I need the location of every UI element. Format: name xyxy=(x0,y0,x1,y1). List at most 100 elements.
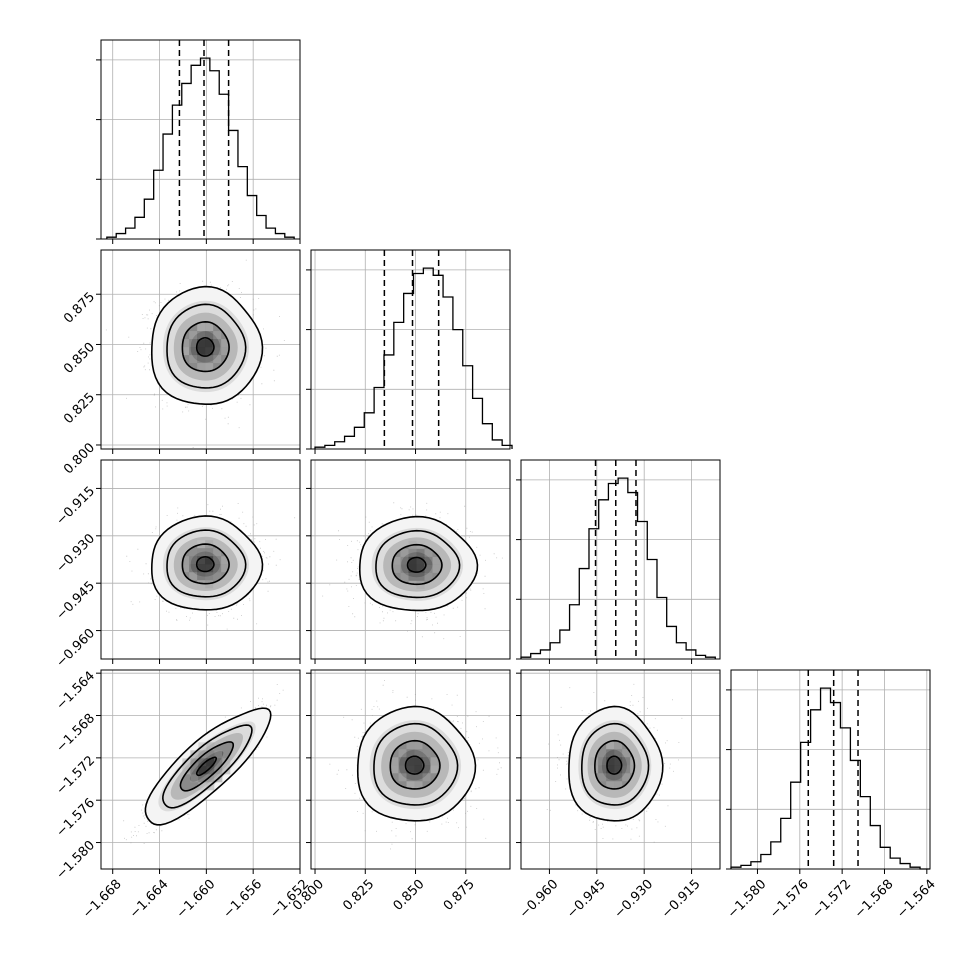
density-block xyxy=(205,564,214,573)
density-block xyxy=(614,749,623,758)
density-block xyxy=(422,773,431,782)
y-tick-label: −1.580 xyxy=(53,838,98,883)
density-block xyxy=(213,347,222,356)
pair-panel-2-3 xyxy=(516,669,721,874)
contour-line-0 xyxy=(144,707,272,826)
density-block xyxy=(206,758,215,767)
density-block xyxy=(614,781,623,790)
y-tick-label: 0.825 xyxy=(61,390,98,427)
y-tick-label: −1.572 xyxy=(53,753,98,798)
contour-line-1 xyxy=(166,303,247,389)
density-block xyxy=(414,757,423,766)
density-block xyxy=(432,556,441,565)
y-tick-labels-2: −0.960−0.945−0.930−0.915 xyxy=(53,484,98,671)
panel-frame xyxy=(520,669,721,870)
density-block xyxy=(197,339,206,348)
density-block xyxy=(406,749,415,758)
density-block xyxy=(205,355,214,364)
contour-line-1 xyxy=(373,722,459,806)
density-block xyxy=(416,564,425,573)
density-block xyxy=(414,773,423,782)
density-block xyxy=(432,564,441,573)
panel-frame xyxy=(100,39,301,240)
pair-panel-1-3 xyxy=(306,669,511,874)
density-block xyxy=(214,750,223,759)
x-tick-label: 0.850 xyxy=(391,877,428,914)
density-block xyxy=(406,765,415,774)
density-block xyxy=(221,556,230,565)
density-block xyxy=(606,749,615,758)
density-block xyxy=(590,757,599,766)
density-block xyxy=(189,556,198,565)
density-block xyxy=(181,556,190,565)
density-block xyxy=(398,757,407,766)
hist-bars-1 xyxy=(314,267,513,449)
density-block xyxy=(221,347,230,356)
density-block xyxy=(416,572,425,581)
density-block xyxy=(614,773,623,782)
density-block xyxy=(197,363,206,372)
density-block xyxy=(430,765,439,774)
hist-panel-3 xyxy=(726,669,931,874)
x-tick-label: −1.572 xyxy=(810,877,855,922)
density-block xyxy=(408,580,417,589)
density-block xyxy=(213,548,222,557)
density-block xyxy=(400,564,409,573)
y-tick-label: −0.960 xyxy=(53,626,98,671)
y-tick-label: 0.850 xyxy=(61,340,98,377)
density-block xyxy=(198,758,207,767)
pair-content xyxy=(126,503,296,630)
y-tick-label: −1.564 xyxy=(53,669,98,714)
contour-line-0 xyxy=(150,285,264,405)
density-block xyxy=(392,564,401,573)
panel-frame xyxy=(100,669,301,870)
density-block xyxy=(598,749,607,758)
y-tick-label: −1.568 xyxy=(53,711,98,756)
contour-line-0 xyxy=(358,515,479,612)
density-block xyxy=(190,774,199,783)
density-block xyxy=(606,773,615,782)
hist-bars-0 xyxy=(106,57,295,239)
density-block xyxy=(189,564,198,573)
density-block xyxy=(422,749,431,758)
density-block xyxy=(414,741,423,750)
y-tick-label: −0.945 xyxy=(53,579,98,624)
density-block xyxy=(189,548,198,557)
y-tick-labels-3: −1.580−1.576−1.572−1.568−1.564 xyxy=(53,669,98,883)
density-block xyxy=(390,757,399,766)
density-block xyxy=(424,548,433,557)
density-block xyxy=(197,347,206,356)
y-tick-label: −1.576 xyxy=(53,796,98,841)
density-block xyxy=(606,765,615,774)
density-block xyxy=(197,323,206,332)
density-block xyxy=(198,750,207,759)
density-block xyxy=(182,766,191,775)
density-block xyxy=(213,564,222,573)
density-block xyxy=(622,757,631,766)
density-block xyxy=(408,556,417,565)
panel-frame xyxy=(310,459,511,660)
contour-line-3 xyxy=(406,556,427,573)
panel-frame xyxy=(730,669,931,870)
density-block xyxy=(205,339,214,348)
hist-bars-2 xyxy=(520,477,716,659)
y-tick-label: −0.930 xyxy=(53,531,98,576)
density-block xyxy=(189,355,198,364)
density-block xyxy=(205,323,214,332)
density-block xyxy=(598,757,607,766)
density-block xyxy=(189,347,198,356)
density-block xyxy=(205,548,214,557)
density-block xyxy=(213,556,222,565)
density-block xyxy=(398,765,407,774)
contour-line-3 xyxy=(195,337,215,357)
density-block xyxy=(213,572,222,581)
contour-line-2 xyxy=(179,741,235,792)
density-block xyxy=(416,556,425,565)
density-block xyxy=(408,564,417,573)
contour-line-1 xyxy=(375,529,461,599)
density-block xyxy=(189,331,198,340)
density-block xyxy=(414,765,423,774)
density-block xyxy=(606,741,615,750)
panel-frame xyxy=(100,459,301,660)
x-tick-labels-2: −0.960 −0.945 −0.930 −0.915 xyxy=(517,877,704,922)
